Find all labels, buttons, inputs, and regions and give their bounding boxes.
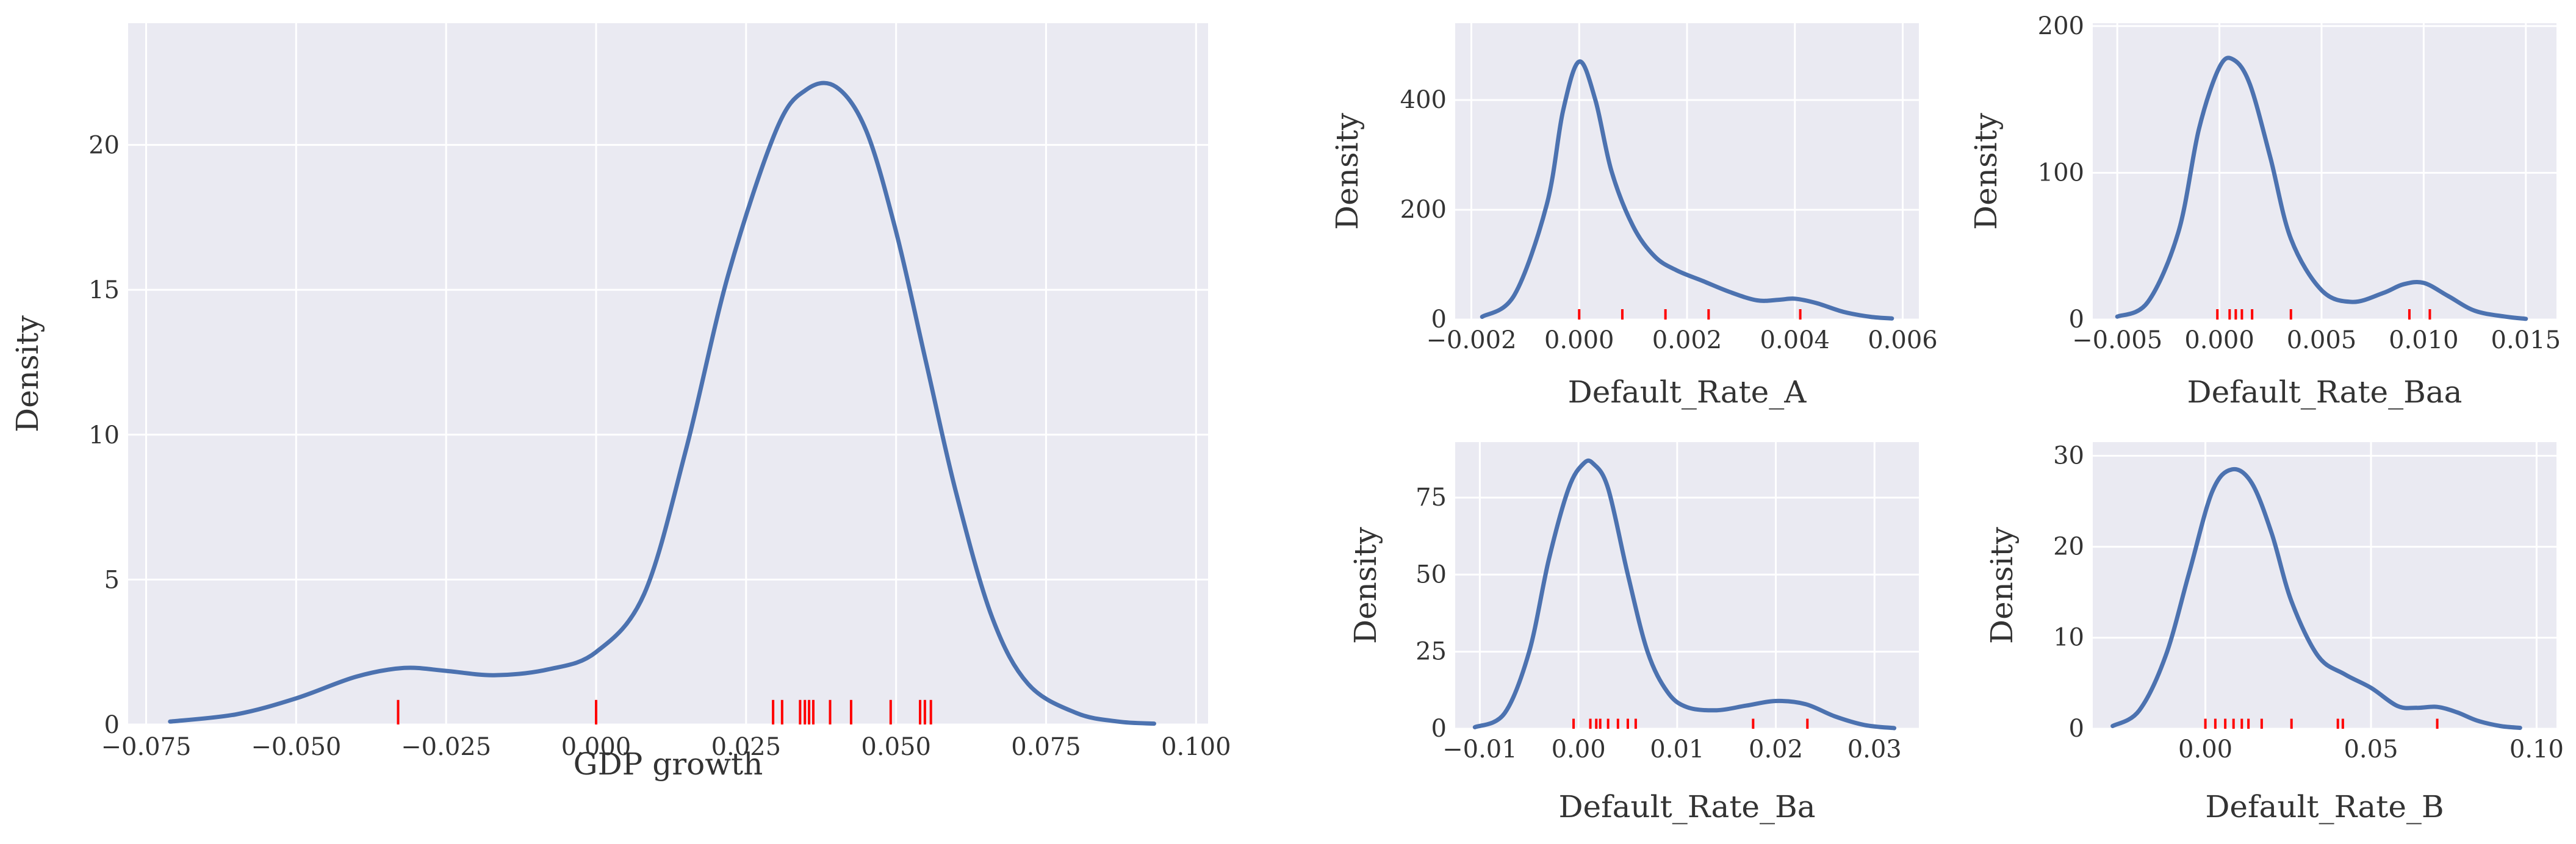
y-axis-label-default-rate-baa: Density xyxy=(1968,112,2004,230)
x-tick-label: 0.00 xyxy=(2178,735,2232,764)
x-tick-label: −0.005 xyxy=(2072,326,2162,354)
y-tick-label: 0 xyxy=(1431,715,1447,743)
x-axis-label-default-rate-ba: Default_Rate_Ba xyxy=(1558,789,1815,824)
x-tick-label: 0.000 xyxy=(1544,326,1614,354)
y-axis-label-default-rate-ba: Density xyxy=(1348,526,1383,644)
subplot-default-rate-baa: −0.005 0.000 0.005 0.010 0.015 0 100 200 Default… xyxy=(1968,12,2561,410)
x-tick-label: −0.025 xyxy=(401,733,491,761)
y-tick-label: 30 xyxy=(2053,442,2084,470)
x-tick-label: −0.01 xyxy=(1442,735,1517,764)
y-tick-label: 200 xyxy=(2038,12,2084,40)
x-tick-label: 0.015 xyxy=(2491,326,2561,354)
y-tick-label: 0 xyxy=(2069,306,2084,334)
density-curve xyxy=(2110,467,2522,730)
x-tick-label: 0.006 xyxy=(1868,326,1938,354)
x-tick-label: 0.000 xyxy=(561,733,631,761)
x-tick-label: 0.02 xyxy=(1749,735,1803,764)
x-tick-label: 0.100 xyxy=(1161,733,1231,761)
plot-background xyxy=(1455,442,1919,729)
y-tick-label: 20 xyxy=(2053,533,2084,561)
x-tick-label: −0.002 xyxy=(1426,326,1516,354)
y-tick-label: 25 xyxy=(1416,638,1447,666)
x-tick-label: 0.005 xyxy=(2287,326,2357,354)
y-tick-label: 200 xyxy=(1400,196,1447,224)
subplot-default-rate-b: 0.00 0.05 0.10 0 10 20 30 Default_Rate_B Density xyxy=(1984,442,2564,824)
x-tick-label: 0.002 xyxy=(1652,326,1722,354)
y-tick-label: 100 xyxy=(2038,159,2084,187)
x-tick-label: 0.075 xyxy=(1011,733,1081,761)
subplot-default-rate-a: −0.002 0.000 0.002 0.004 0.006 0 200 400 Default… xyxy=(1329,23,1938,410)
y-tick-label: 0 xyxy=(1431,306,1447,334)
x-tick-label: −0.075 xyxy=(101,733,191,761)
x-tick-label: 0.05 xyxy=(2344,735,2398,764)
x-tick-label: 0.000 xyxy=(2184,326,2254,354)
x-tick-label: 0.050 xyxy=(861,733,931,761)
x-tick-label: 0.004 xyxy=(1760,326,1830,354)
density-curve xyxy=(1480,59,1894,321)
y-tick-label: 400 xyxy=(1400,86,1447,114)
x-tick-label: 0.00 xyxy=(1552,735,1606,764)
y-tick-label: 15 xyxy=(88,276,120,304)
x-tick-label: 0.010 xyxy=(2389,326,2459,354)
y-tick-label: 10 xyxy=(2053,624,2084,652)
subplot-gdp: −0.075 −0.050 −0.025 0.000 0.025 0.050 0.075 0.… xyxy=(10,23,1231,782)
x-tick-label: −0.050 xyxy=(251,733,341,761)
y-tick-label: 75 xyxy=(1416,484,1447,512)
x-axis-label-default-rate-a: Default_Rate_A xyxy=(1568,374,1807,410)
y-tick-label: 10 xyxy=(88,421,120,449)
x-axis-label-default-rate-b: Default_Rate_B xyxy=(2205,789,2444,824)
plot-background xyxy=(128,23,1208,724)
x-tick-label: 0.03 xyxy=(1847,735,1902,764)
x-tick-label: 0.025 xyxy=(711,733,782,761)
density-curve xyxy=(1472,458,1897,731)
plot-background xyxy=(2093,23,2556,320)
y-tick-label: 20 xyxy=(88,132,120,160)
y-tick-label: 5 xyxy=(104,566,120,594)
x-axis-label-default-rate-baa: Default_Rate_Baa xyxy=(2187,374,2463,410)
subplot-default-rate-ba: −0.01 0.00 0.01 0.02 0.03 0 25 50 75 Default_Rate… xyxy=(1348,442,1919,824)
y-axis-label-default-rate-b: Density xyxy=(1984,526,2020,644)
y-axis-label-default-rate-a: Density xyxy=(1329,112,1365,230)
density-curve xyxy=(2115,55,2528,321)
x-axis-label-gdp: GDP growth xyxy=(574,746,763,782)
x-tick-label: 0.01 xyxy=(1650,735,1704,764)
density-curve xyxy=(168,80,1156,726)
plot-background xyxy=(2093,442,2556,729)
y-axis-label-gdp: Density xyxy=(10,315,45,432)
y-tick-label: 0 xyxy=(2069,715,2084,743)
y-tick-label: 50 xyxy=(1416,560,1447,588)
x-tick-label: 0.10 xyxy=(2509,735,2564,764)
y-tick-label: 0 xyxy=(104,711,120,739)
